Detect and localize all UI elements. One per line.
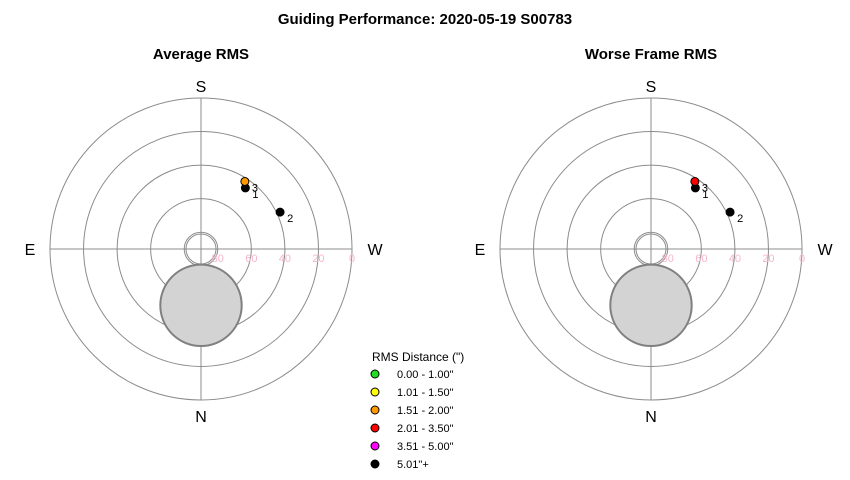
compass-south: S [646, 79, 657, 96]
data-point-label: 3 [252, 182, 258, 194]
altitude-tick-label: 80 [212, 253, 224, 265]
legend-swatch [370, 459, 380, 469]
legend-item-label: 3.51 - 5.00" [397, 441, 454, 453]
data-point-2 [725, 207, 735, 217]
legend-swatch [370, 441, 380, 451]
polar-panel-2: Worse Frame RMS 80 60 40 20 0 S N E W 13 2 [475, 46, 834, 426]
obstruction-area [159, 263, 243, 348]
panel-title: Average RMS [153, 46, 249, 63]
altitude-tick-label: 60 [695, 253, 707, 265]
compass-west: W [817, 242, 833, 259]
legend-item-label: 5.01"+ [397, 459, 429, 471]
polar-panel-1: Average RMS 80 60 40 20 0 S N E W 13 2 [25, 46, 384, 426]
compass-north: N [645, 409, 657, 426]
legend-item-label: 1.51 - 2.00" [397, 405, 454, 417]
compass-east: E [475, 242, 486, 259]
data-point-label: 1 [252, 189, 258, 201]
compass-west: W [367, 242, 383, 259]
compass-north: N [195, 409, 207, 426]
legend-item-label: 2.01 - 3.50" [397, 423, 454, 435]
altitude-tick-label: 40 [279, 253, 291, 265]
altitude-tick-label: 20 [762, 253, 774, 265]
data-point-label: 2 [287, 213, 293, 225]
legend-item-label: 1.01 - 1.50" [397, 387, 454, 399]
legend-item-label: 0.00 - 1.00" [397, 369, 454, 381]
chart-title: Guiding Performance: 2020-05-19 S00783 [278, 11, 572, 28]
altitude-tick-label: 60 [245, 253, 257, 265]
data-point-2 [275, 207, 285, 217]
compass-south: S [196, 79, 207, 96]
data-point-label: 1 [702, 189, 708, 201]
legend: RMS Distance (") 0.00 - 1.00" 1.01 - 1.50"… [370, 350, 464, 471]
altitude-tick-label: 20 [312, 253, 324, 265]
data-point-3 [240, 176, 250, 186]
panel-title: Worse Frame RMS [585, 46, 717, 63]
altitude-tick-label: 80 [662, 253, 674, 265]
obstruction-area [609, 263, 693, 348]
legend-swatch [370, 405, 380, 415]
legend-swatch [370, 387, 380, 397]
legend-title: RMS Distance (") [372, 350, 464, 364]
altitude-tick-label: 0 [349, 253, 355, 265]
compass-east: E [25, 242, 36, 259]
data-point-label: 3 [702, 182, 708, 194]
legend-swatch [370, 423, 380, 433]
data-point-label: 2 [737, 213, 743, 225]
altitude-tick-label: 0 [799, 253, 805, 265]
legend-swatch [370, 369, 380, 379]
altitude-tick-label: 40 [729, 253, 741, 265]
data-point-3 [690, 176, 700, 186]
